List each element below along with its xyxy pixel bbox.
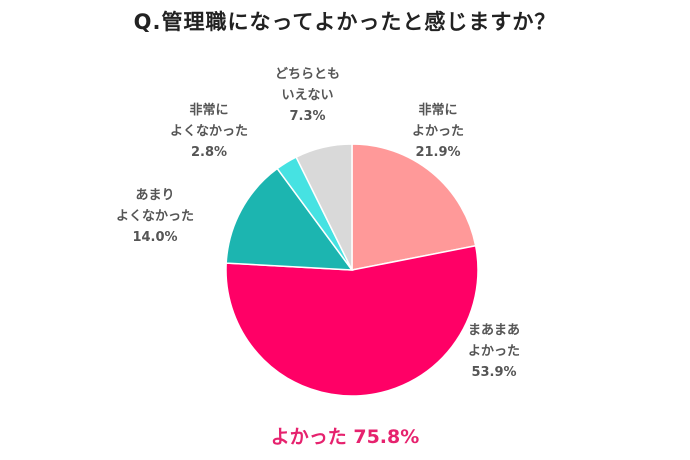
slice-label-line: 非常に	[189, 103, 229, 118]
slice-label-line: よかった	[412, 124, 465, 139]
pie-slice-very-good	[351, 143, 477, 271]
slice-label-line: あまり	[135, 188, 175, 203]
slice-value: 7.3%	[289, 109, 326, 124]
summary-total: よかった 75.8%	[270, 426, 420, 448]
slice-value: 14.0%	[132, 230, 178, 245]
slice-label-line: よかった	[468, 344, 521, 359]
pie-slice-not-very-good	[225, 167, 354, 271]
slice-value: 2.8%	[190, 145, 228, 160]
slice-label-line: どちらとも	[275, 67, 341, 82]
slice-label-not-very-good: あまり よくなかった 14.0%	[116, 185, 194, 248]
slice-label-very-bad: 非常に よくなかった 2.8%	[170, 100, 248, 163]
slice-label-fairly-good: まあまあ よかった 53.9%	[468, 320, 520, 383]
chart-title: Q.管理職になってよかったと感じますか？	[133, 10, 557, 34]
slice-label-line: 非常に	[418, 103, 458, 118]
slice-label-line: いえない	[281, 88, 334, 103]
pie-slice-fairly-good	[225, 244, 479, 397]
pie-slice-neutral	[295, 143, 353, 271]
slice-label-line: よくなかった	[170, 124, 249, 139]
slice-label-line: まあまあ	[468, 323, 521, 338]
slice-label-neutral: どちらとも いえない 7.3%	[275, 64, 340, 127]
slice-label-very-good: 非常に よかった 21.9%	[412, 100, 464, 163]
slice-value: 21.9%	[415, 145, 461, 160]
slice-label-line: よくなかった	[116, 209, 195, 224]
slice-value: 53.9%	[471, 365, 517, 380]
